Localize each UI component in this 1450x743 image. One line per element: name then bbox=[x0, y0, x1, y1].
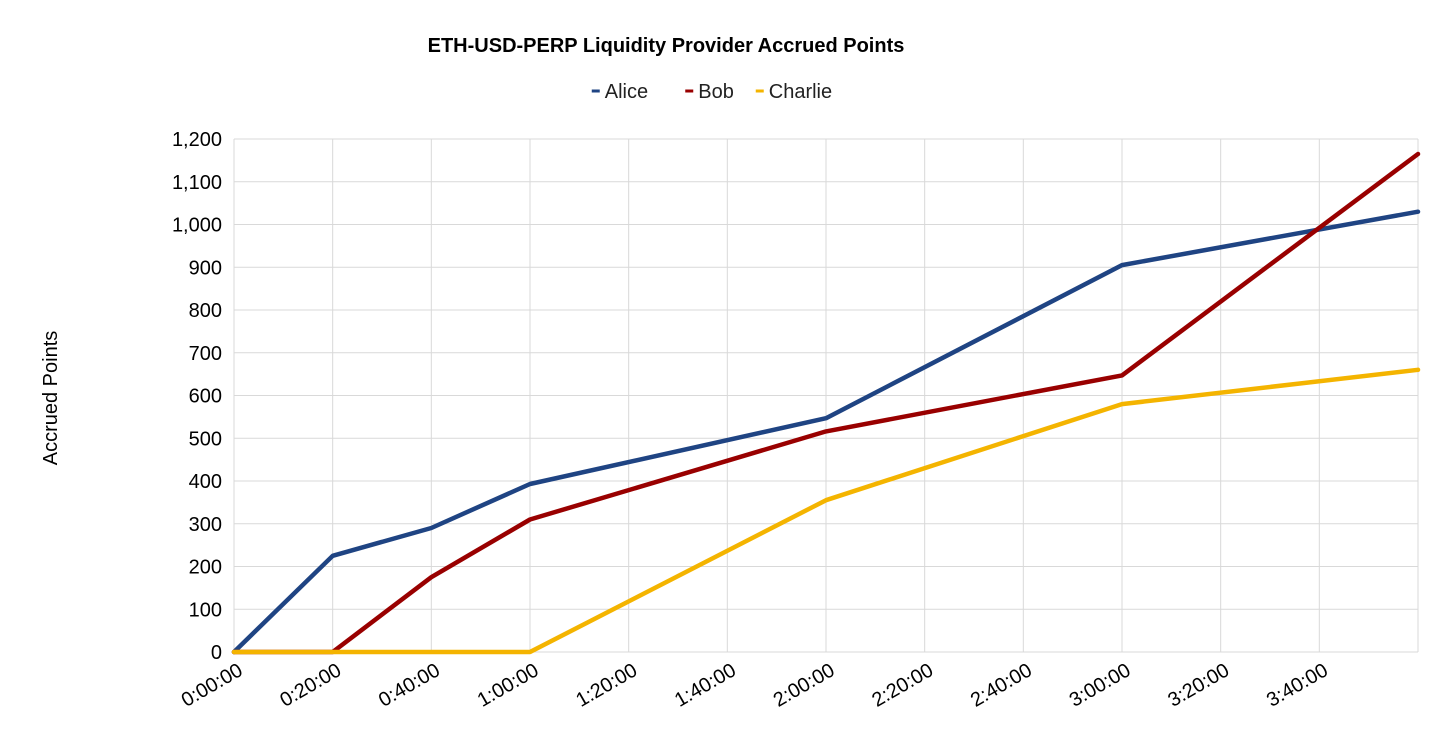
x-tick-label: 0:20:00 bbox=[276, 659, 345, 711]
x-tick-label: 0:40:00 bbox=[375, 659, 444, 711]
x-axis-ticks: 0:00:00 0:20:00 0:40:00 1:00:00 1:20:00 1:40:… bbox=[178, 659, 1332, 711]
y-tick-label: 400 bbox=[189, 471, 222, 493]
x-tick-label: 2:00:00 bbox=[770, 659, 839, 711]
x-tick-label: 1:00:00 bbox=[474, 659, 543, 711]
x-tick-label: 3:20:00 bbox=[1164, 659, 1233, 711]
y-tick-label: 0 bbox=[211, 642, 222, 664]
y-axis-label: Accrued Points bbox=[40, 331, 62, 466]
series-lines bbox=[231, 151, 1421, 655]
y-tick-label: 1,000 bbox=[172, 215, 222, 237]
y-axis-ticks: 0 100 200 300 400 500 600 700 800 900 1,000 1,100 1,… bbox=[172, 129, 222, 664]
x-tick-label: 0:00:00 bbox=[178, 659, 247, 711]
y-tick-label: 800 bbox=[189, 300, 222, 322]
y-tick-label: 200 bbox=[189, 557, 222, 579]
legend-label-bob: Bob bbox=[698, 81, 734, 103]
y-tick-label: 900 bbox=[189, 257, 222, 279]
series-line-charlie bbox=[231, 367, 1421, 655]
x-tick-label: 1:40:00 bbox=[671, 659, 740, 711]
legend-label-charlie: Charlie bbox=[769, 81, 832, 103]
x-tick-label: 2:20:00 bbox=[868, 659, 937, 711]
y-tick-label: 100 bbox=[189, 599, 222, 621]
y-tick-label: 1,200 bbox=[172, 129, 222, 151]
y-tick-label: 300 bbox=[189, 514, 222, 536]
legend-label-alice: Alice bbox=[605, 81, 648, 103]
y-tick-label: 1,100 bbox=[172, 172, 222, 194]
y-tick-label: 600 bbox=[189, 386, 222, 408]
y-tick-label: 700 bbox=[189, 343, 222, 365]
x-tick-label: 1:20:00 bbox=[572, 659, 641, 711]
chart-title: ETH-USD-PERP Liquidity Provider Accrued … bbox=[428, 35, 905, 57]
gridlines bbox=[233, 138, 1419, 653]
legend: Alice Bob Charlie bbox=[591, 81, 832, 103]
x-tick-label: 3:40:00 bbox=[1263, 659, 1332, 711]
series-line-alice bbox=[231, 209, 1421, 655]
y-tick-label: 500 bbox=[189, 428, 222, 450]
x-tick-label: 3:00:00 bbox=[1066, 659, 1135, 711]
x-tick-label: 2:40:00 bbox=[967, 659, 1036, 711]
